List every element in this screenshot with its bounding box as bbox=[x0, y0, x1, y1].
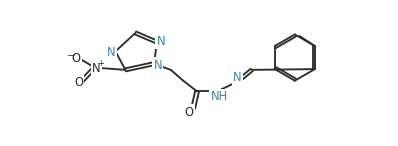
Text: O: O bbox=[74, 76, 83, 89]
Text: O: O bbox=[185, 106, 194, 119]
Text: N: N bbox=[107, 46, 116, 59]
Text: N: N bbox=[156, 35, 165, 48]
Text: N: N bbox=[154, 59, 162, 72]
Text: N: N bbox=[92, 62, 100, 75]
Text: −: − bbox=[66, 51, 75, 61]
Text: N: N bbox=[233, 71, 242, 84]
Text: NH: NH bbox=[211, 90, 228, 103]
Text: O: O bbox=[72, 52, 81, 65]
Text: +: + bbox=[98, 59, 104, 68]
